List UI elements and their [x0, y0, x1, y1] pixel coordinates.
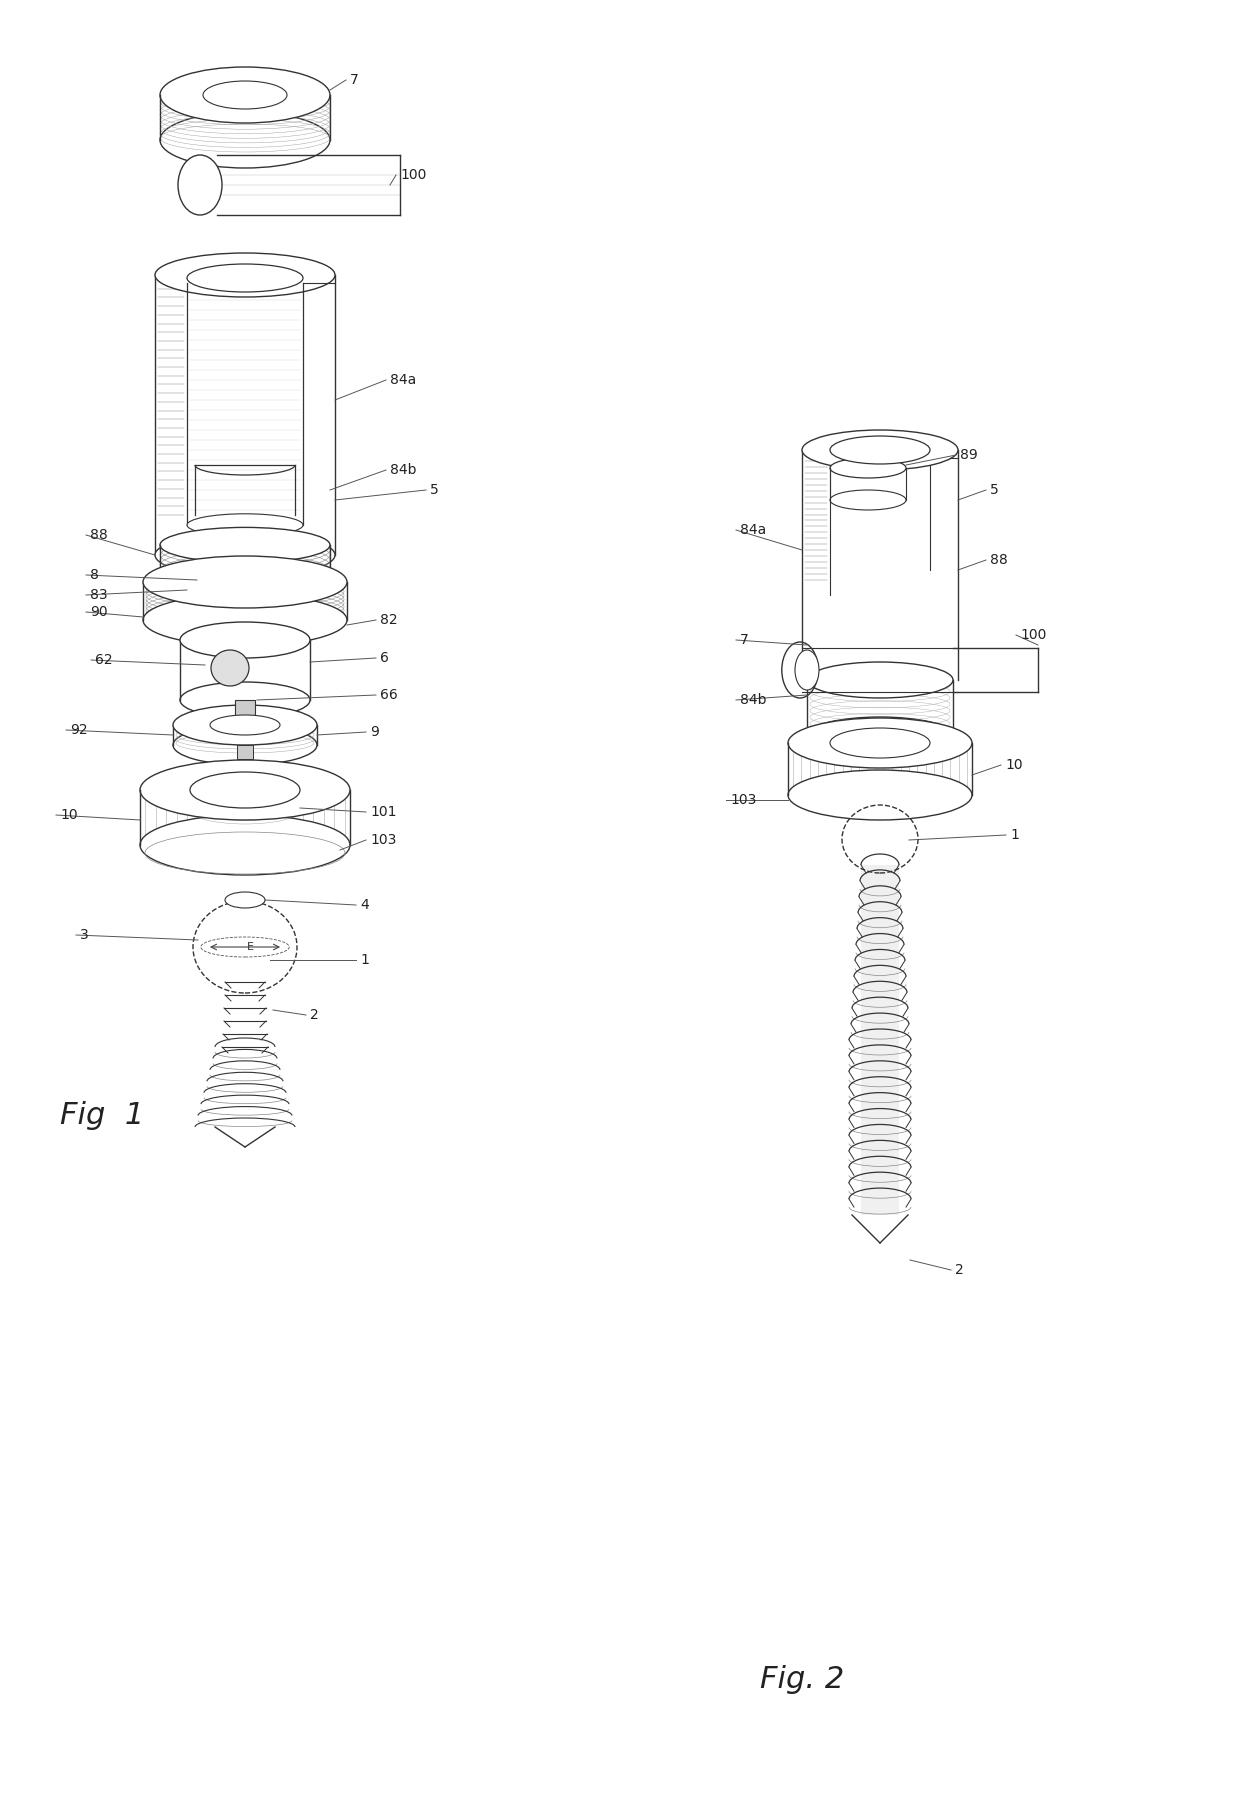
Text: 8: 8	[91, 567, 99, 582]
Ellipse shape	[179, 155, 222, 215]
Bar	[861, 866, 899, 1214]
Text: 84b: 84b	[391, 463, 417, 477]
Text: 103: 103	[370, 833, 397, 847]
Text: 5: 5	[430, 482, 439, 497]
Text: 9: 9	[370, 725, 379, 739]
Text: Fig  1: Fig 1	[60, 1100, 144, 1129]
Text: 88: 88	[91, 528, 108, 542]
Ellipse shape	[143, 595, 347, 645]
Ellipse shape	[180, 622, 310, 658]
Ellipse shape	[160, 562, 330, 598]
Text: 3: 3	[81, 929, 89, 941]
Ellipse shape	[830, 490, 906, 510]
Ellipse shape	[210, 716, 280, 735]
Ellipse shape	[807, 661, 954, 698]
Bar	[237, 744, 253, 759]
Ellipse shape	[787, 717, 972, 768]
Text: 7: 7	[350, 72, 358, 87]
Ellipse shape	[155, 253, 335, 296]
Text: 84a: 84a	[740, 522, 766, 537]
Text: 103: 103	[730, 793, 756, 808]
Ellipse shape	[830, 457, 906, 479]
Ellipse shape	[795, 651, 818, 690]
Ellipse shape	[160, 67, 330, 123]
Text: 89: 89	[960, 448, 978, 463]
Text: 88: 88	[990, 553, 1008, 567]
Ellipse shape	[787, 770, 972, 820]
Text: 2: 2	[955, 1263, 963, 1278]
Ellipse shape	[140, 815, 350, 875]
Text: 6: 6	[379, 651, 389, 665]
Ellipse shape	[830, 435, 930, 464]
Text: 10: 10	[60, 808, 78, 822]
Text: Fig. 2: Fig. 2	[760, 1666, 844, 1695]
Ellipse shape	[180, 681, 310, 717]
Text: 100: 100	[1021, 629, 1047, 641]
Ellipse shape	[802, 430, 959, 470]
Ellipse shape	[830, 728, 930, 757]
Ellipse shape	[190, 772, 300, 808]
Ellipse shape	[187, 264, 303, 293]
Text: 5: 5	[990, 482, 998, 497]
Text: 90: 90	[91, 605, 108, 620]
Text: 84b: 84b	[740, 694, 766, 707]
Ellipse shape	[160, 528, 330, 562]
Text: 10: 10	[1004, 757, 1023, 772]
Ellipse shape	[174, 705, 317, 744]
Text: 83: 83	[91, 587, 108, 602]
Text: 2: 2	[310, 1008, 319, 1023]
Ellipse shape	[211, 651, 249, 687]
Ellipse shape	[160, 112, 330, 168]
Text: 66: 66	[379, 688, 398, 701]
Text: 82: 82	[379, 613, 398, 627]
Ellipse shape	[224, 893, 265, 907]
Ellipse shape	[807, 717, 954, 754]
Ellipse shape	[187, 513, 303, 537]
Ellipse shape	[174, 725, 317, 764]
Bar	[236, 699, 255, 723]
Text: 4: 4	[360, 898, 368, 913]
Text: 92: 92	[69, 723, 88, 737]
Ellipse shape	[143, 557, 347, 607]
Text: 101: 101	[370, 804, 397, 819]
Text: E: E	[247, 941, 253, 952]
Ellipse shape	[203, 81, 286, 108]
Text: 100: 100	[401, 168, 427, 183]
Text: 7: 7	[740, 632, 749, 647]
Text: 84a: 84a	[391, 372, 417, 387]
Ellipse shape	[140, 761, 350, 820]
Text: 1: 1	[1011, 828, 1019, 842]
Text: 62: 62	[95, 652, 113, 667]
Text: 1: 1	[360, 952, 368, 967]
Ellipse shape	[155, 533, 335, 576]
